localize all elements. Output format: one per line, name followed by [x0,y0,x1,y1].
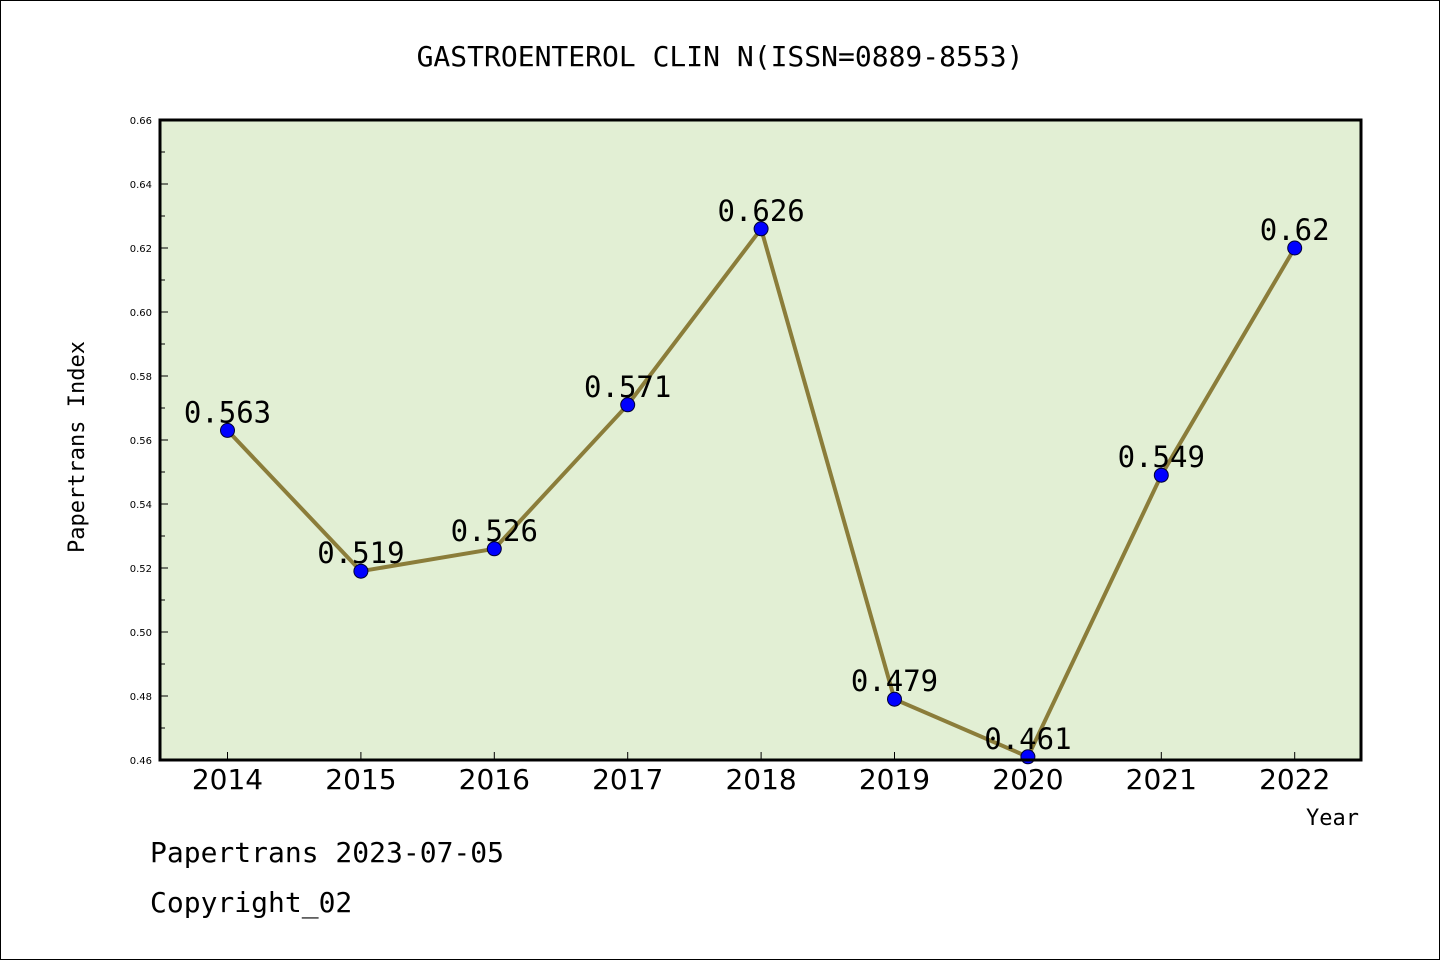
data-point [1287,240,1303,256]
y-tick-label: 0.66 [130,116,152,127]
y-tick-label: 0.60 [130,308,152,319]
x-tick-label: 2014 [192,763,263,796]
data-point [887,691,902,707]
y-tick-label: 0.52 [130,564,152,575]
data-point [753,221,769,237]
x-tick-label: 2015 [325,763,396,796]
y-axis-label: Papertrans Index [65,341,90,553]
y-tick-label: 0.48 [130,692,152,703]
x-tick-label: 2016 [459,763,530,796]
y-tick-label: 0.62 [130,244,152,255]
x-tick-label: 2019 [859,763,930,796]
x-tick-label: 2018 [725,763,796,796]
data-point [620,397,636,413]
y-tick-label: 0.54 [130,500,152,511]
data-label: 0.626 [717,194,804,228]
data-label: 0.461 [984,722,1071,756]
y-tick-label: 0.46 [130,756,152,767]
x-tick-label: 2020 [992,763,1063,796]
data-label: 0.519 [317,536,404,570]
y-tick-label: 0.58 [130,372,152,383]
data-label: 0.549 [1118,440,1205,474]
data-point [486,541,502,557]
x-axis-label: Year [1306,806,1359,831]
data-label: 0.571 [584,370,671,404]
plot-area: 0.46 0.48 0.50 0.52 0.54 0.56 0.58 0.60 0.62 0.64… [130,116,1363,796]
y-tick-label: 0.50 [130,628,152,639]
data-point [220,422,235,438]
plot-border [158,118,1363,762]
chart-title: GASTROENTEROL CLIN N(ISSN=0889-8553) [417,40,1024,73]
data-label: 0.62 [1260,213,1330,247]
data-label: 0.479 [851,664,938,698]
x-tick-label: 2022 [1259,763,1330,796]
footer-stamp: Papertrans 2023-07-05 [150,836,505,869]
x-tick-label: 2017 [592,763,663,796]
y-tick-label: 0.56 [130,436,152,447]
data-label: 0.563 [184,395,271,429]
data-point [353,563,369,579]
data-point [1153,467,1169,483]
y-tick-label: 0.64 [130,180,152,191]
x-tick-label: 2021 [1126,763,1197,796]
data-label: 0.526 [451,514,538,548]
footer-copyright: Copyright_02 [150,886,353,919]
